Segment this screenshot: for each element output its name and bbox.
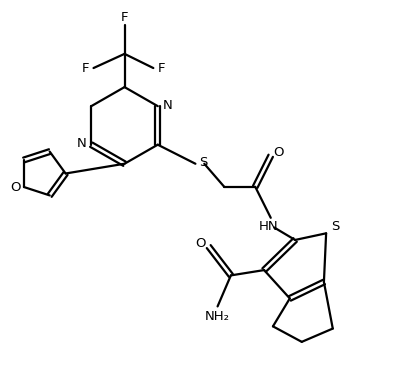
Text: HN: HN: [259, 220, 278, 233]
Text: N: N: [77, 137, 86, 150]
Text: F: F: [121, 11, 128, 23]
Text: F: F: [82, 62, 89, 74]
Text: O: O: [273, 146, 284, 159]
Text: S: S: [199, 156, 207, 169]
Text: O: O: [10, 181, 20, 194]
Text: NH₂: NH₂: [205, 310, 230, 323]
Text: F: F: [157, 62, 165, 74]
Text: O: O: [195, 237, 206, 249]
Text: S: S: [331, 220, 339, 233]
Text: N: N: [163, 99, 172, 112]
